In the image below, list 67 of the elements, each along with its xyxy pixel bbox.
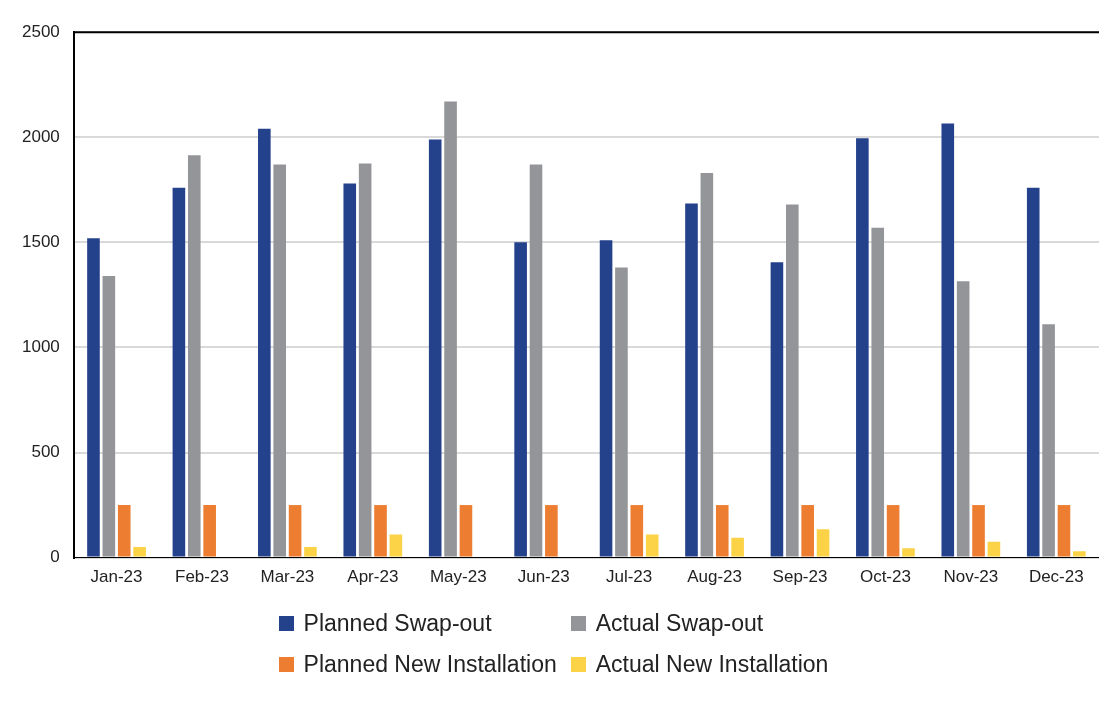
bar [444,101,457,557]
bar [685,203,698,557]
x-tick-label: Mar-23 [260,567,315,587]
y-tick-label: 2500 [21,21,60,41]
bar [529,164,543,557]
bar [941,123,955,557]
x-tick-label: Jun-23 [517,567,570,587]
bar [801,505,814,557]
x-tick-label: Feb-23 [175,567,229,587]
x-tick-label: Dec-23 [1028,567,1084,587]
bar [731,537,744,557]
x-tick-label: Jul-23 [605,567,653,587]
bar [288,505,302,557]
y-tick-label: 0 [50,547,60,567]
x-tick-label: Aug-23 [687,567,742,587]
bar [786,204,799,557]
bar [172,187,186,557]
bar [902,548,915,557]
bar [615,267,628,557]
bar [304,547,317,557]
x-tick-label: May-23 [429,567,487,587]
bar [856,138,869,557]
bar [514,242,527,557]
x-tick-label: Nov-23 [943,567,999,587]
x-tick-label: Apr-23 [347,567,399,587]
bar [1057,505,1071,557]
x-tick-label: Jan-23 [90,567,143,587]
legend-label: Planned New Installation [303,651,557,678]
y-tick-label: 1000 [21,337,60,357]
bar [972,505,985,557]
legend-label: Planned Swap-out [303,610,492,637]
y-tick-label: 500 [31,442,60,462]
legend-label: Actual Swap-out [595,610,764,637]
bar [117,505,131,557]
bar [133,547,146,557]
bar [987,541,1001,557]
legend-label: Actual New Installation [595,651,829,678]
bar [545,505,558,557]
bar [715,505,729,557]
y-tick-label: 1500 [21,232,60,252]
bar [459,505,473,557]
bar [956,281,970,557]
bar [187,155,201,557]
x-tick-label: Oct-23 [859,567,911,587]
bar [358,163,372,557]
bar [645,534,659,557]
bar [630,505,644,557]
bar [343,183,357,557]
bar [770,262,784,557]
bar [816,529,830,557]
bar [700,173,714,557]
bar [1073,551,1086,557]
bar [871,227,885,557]
x-tick-label: Sep-23 [772,567,828,587]
y-tick-label: 2000 [21,126,60,146]
bar [1026,187,1040,557]
bar [203,505,216,557]
bar [102,275,116,557]
bar [428,139,442,557]
bar [389,534,403,557]
bar [258,128,271,557]
bar [374,505,387,557]
bar [599,240,613,557]
bar [1042,324,1055,557]
bar [886,505,900,557]
bar [273,164,287,557]
bar [87,238,100,557]
